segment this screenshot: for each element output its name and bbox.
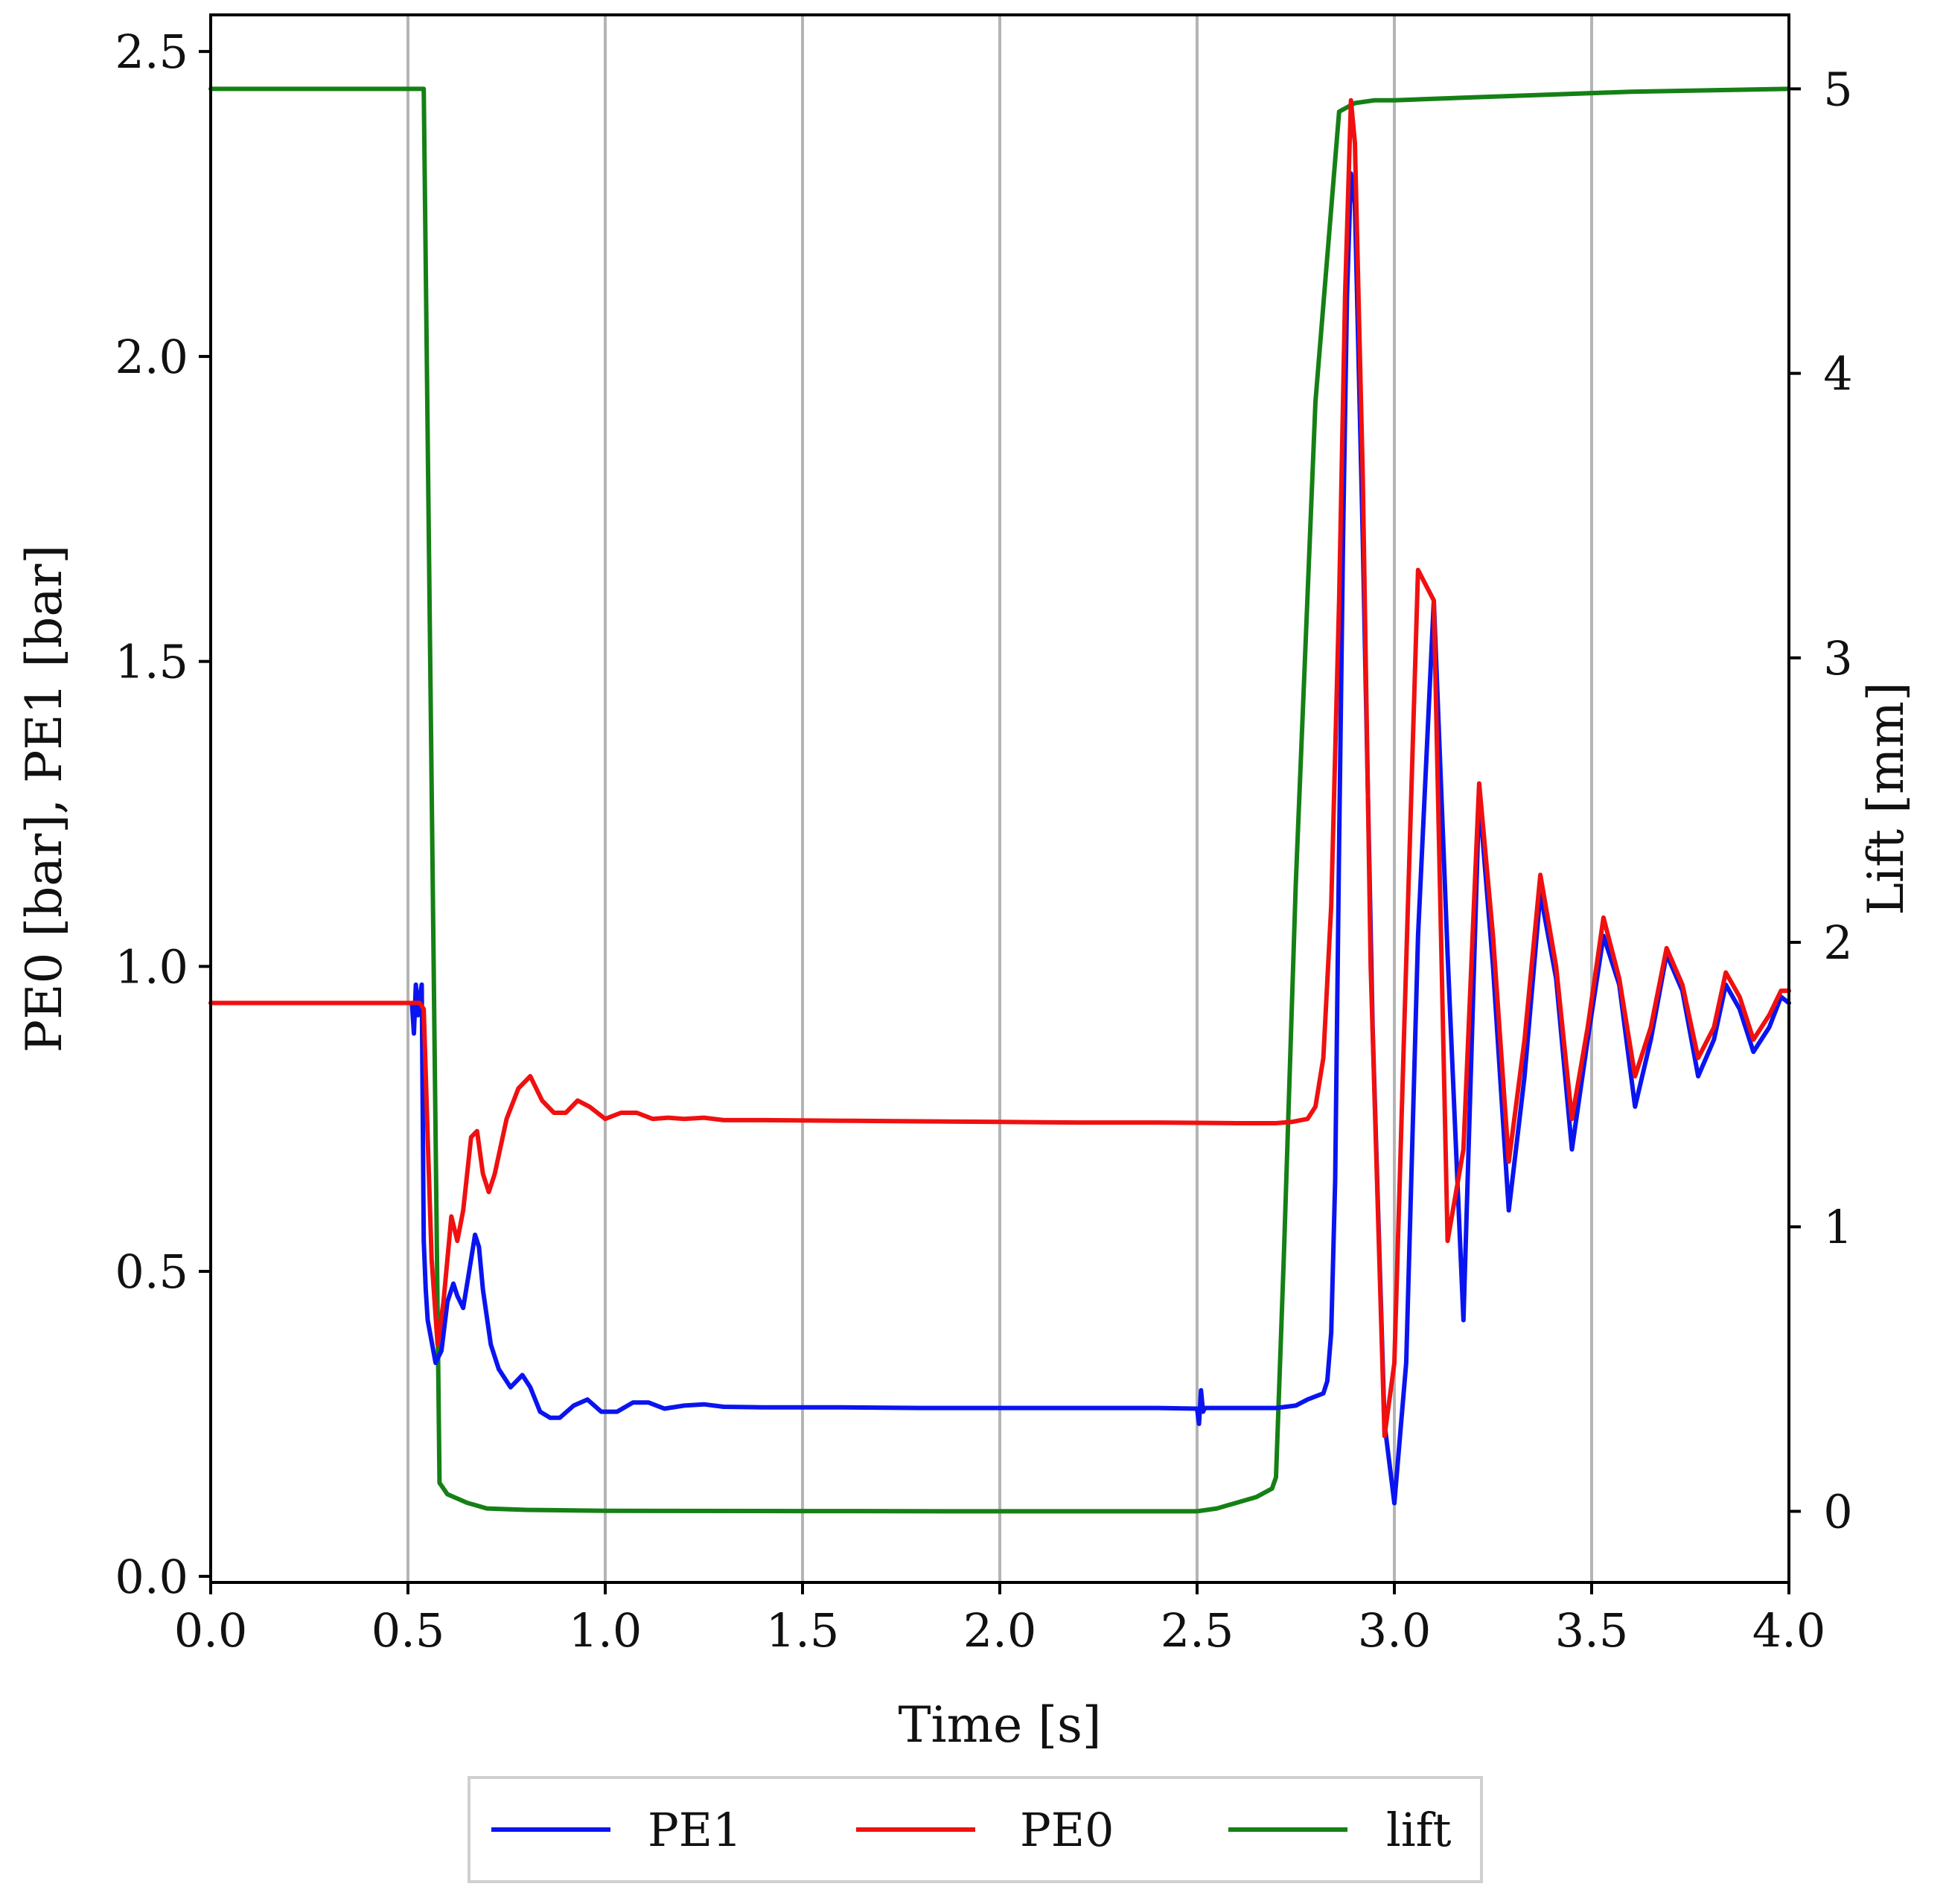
y-tick-label: 2.0 (115, 330, 188, 384)
x-tick-label: 0.5 (371, 1603, 445, 1658)
y-axis-label: PE0 [bar], PE1 [bar] (16, 545, 73, 1052)
y2-tick-label: 1 (1823, 1200, 1852, 1254)
x-tick-label: 1.5 (766, 1603, 840, 1658)
series-line-pe0 (208, 98, 1791, 1439)
y2-tick-label: 0 (1823, 1484, 1852, 1539)
series-layer (208, 86, 1791, 1514)
x-tick-label: 2.5 (1161, 1603, 1234, 1658)
y-tick-label: 0.5 (115, 1245, 188, 1299)
y-tick-label: 1.0 (115, 939, 188, 994)
x-tick-label: 4.0 (1752, 1603, 1826, 1658)
legend: PE1 PE0 lift (468, 1776, 1483, 1883)
series-line-lift (208, 86, 1791, 1514)
legend-label-pe0: PE0 (1020, 1803, 1114, 1857)
legend-label-pe1: PE1 (648, 1803, 741, 1857)
grid-layer (406, 15, 1593, 1582)
y2-tick-label: 4 (1823, 347, 1852, 401)
x-tick-label: 3.5 (1555, 1603, 1629, 1658)
x-axis-label: Time [s] (898, 1696, 1101, 1754)
y2-tick-label: 2 (1823, 916, 1852, 970)
x-tick-label: 0.0 (174, 1603, 248, 1658)
ticks-layer: 0.0 0.5 1.0 1.5 2.0 2.5 3.0 3.5 4.0 0.0 0.5 1.0 1.5 2… (115, 25, 1852, 1658)
y2-tick-label: 3 (1823, 631, 1852, 686)
y-tick-label: 1.5 (115, 635, 188, 689)
y-tick-label: 0.0 (115, 1550, 188, 1604)
x-tick-label: 2.0 (963, 1603, 1037, 1658)
y2-axis-label: Lift [mm] (1857, 682, 1915, 916)
legend-label-lift: lift (1386, 1803, 1452, 1857)
y-tick-label: 2.5 (115, 25, 188, 79)
x-tick-label: 3.0 (1358, 1603, 1432, 1658)
y2-tick-label: 5 (1823, 62, 1852, 116)
x-tick-label: 1.0 (569, 1603, 642, 1658)
